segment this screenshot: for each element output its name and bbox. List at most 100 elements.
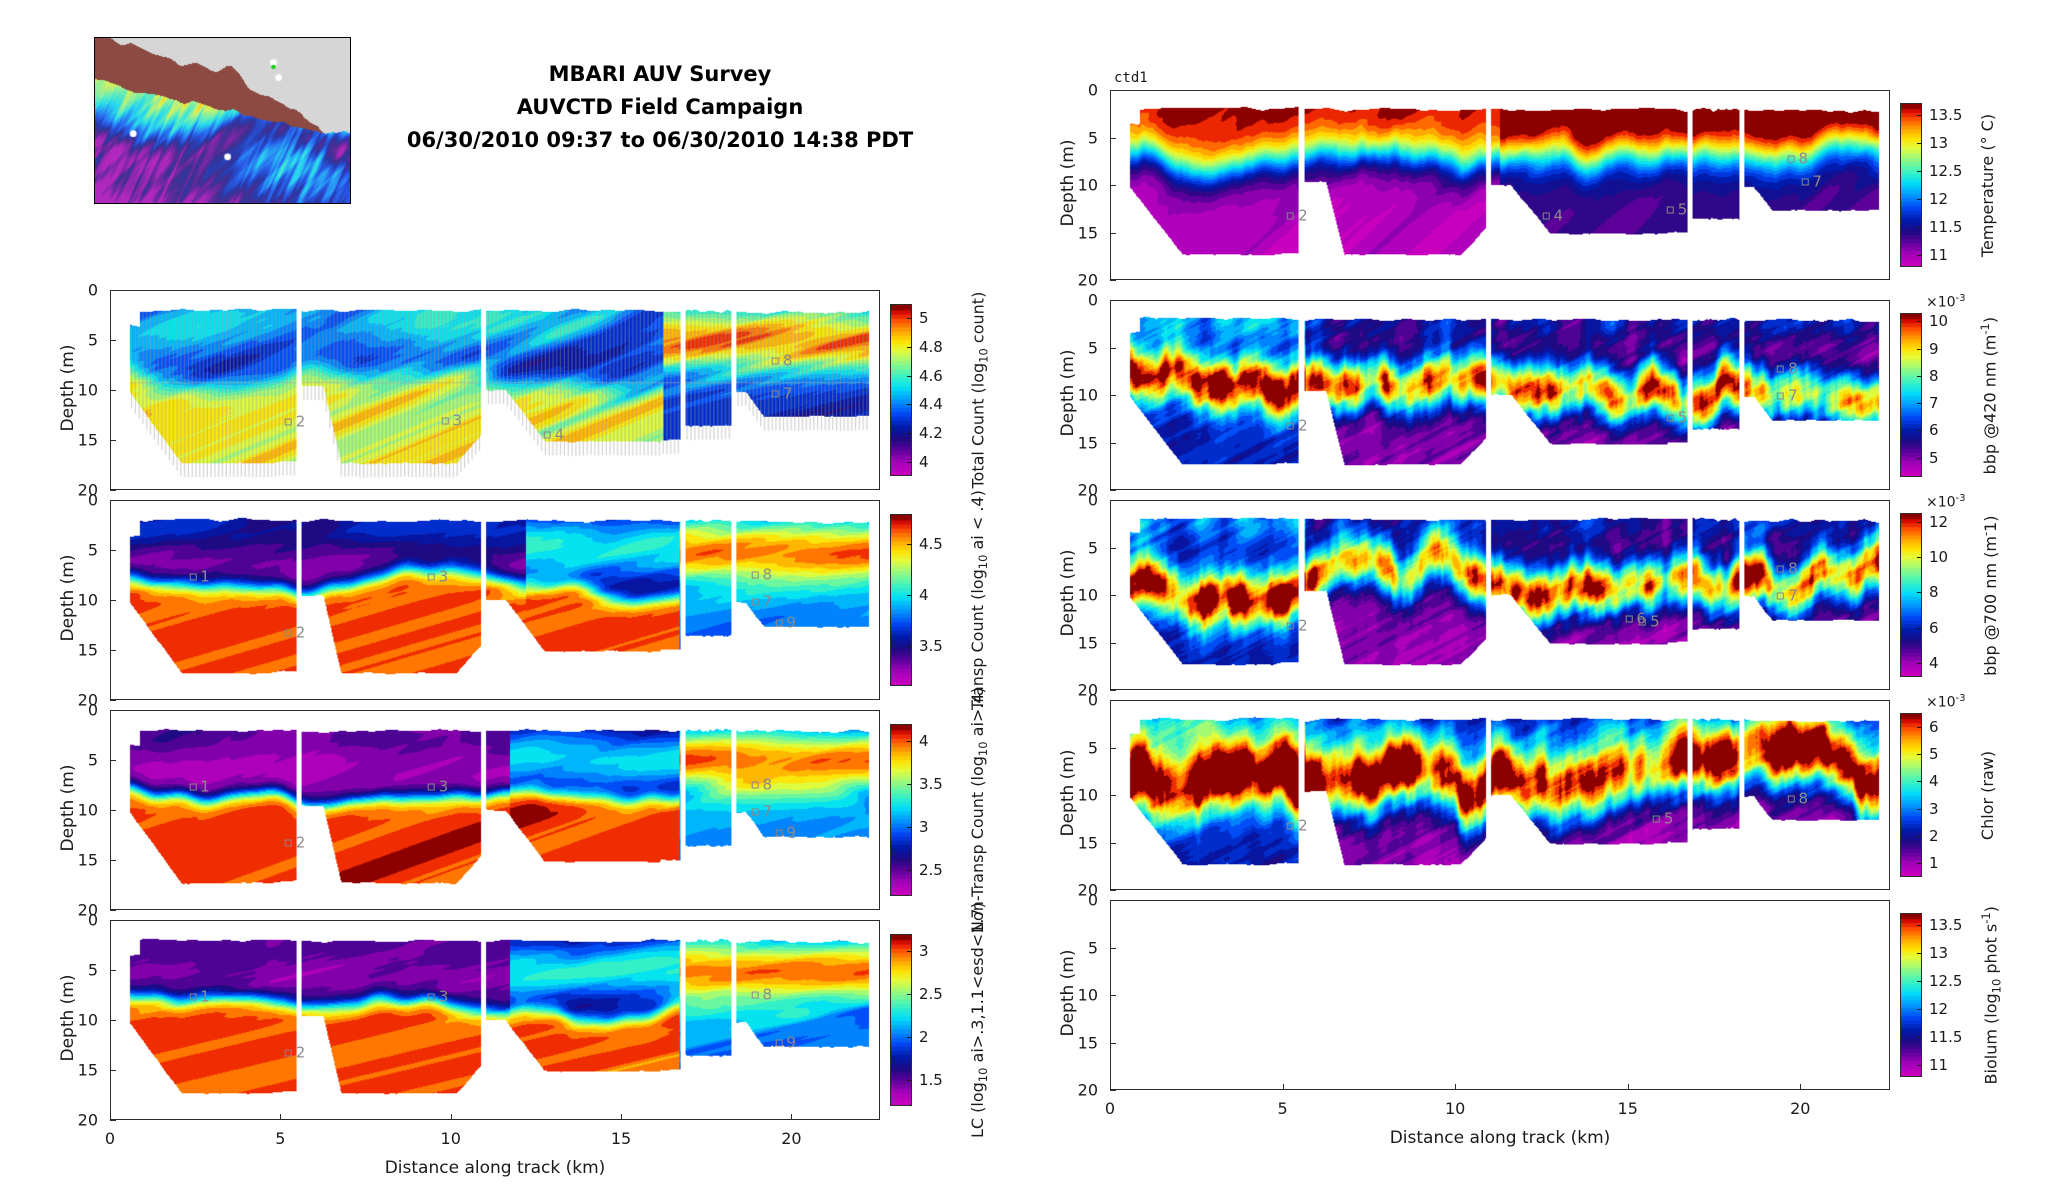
y-tick-label: 15 bbox=[1077, 633, 1098, 652]
colorbar-axis-label: Biolum (log10 phot s-1) bbox=[1978, 905, 2003, 1084]
colorbar-tick-label: 2.5 bbox=[919, 985, 943, 1004]
colorbar-tick-label: 3 bbox=[1929, 799, 1939, 818]
y-tick-mark bbox=[110, 910, 116, 911]
y-tick-mark bbox=[1110, 1042, 1116, 1044]
colorbar-tick-mark bbox=[907, 404, 912, 406]
y-tick-label: 15 bbox=[1077, 1033, 1098, 1052]
y-tick-label: 20 bbox=[1077, 680, 1098, 700]
colorbar-tick-label: 4.5 bbox=[919, 535, 943, 554]
colorbar-gradient bbox=[890, 724, 912, 896]
x-tick-label: 10 bbox=[1444, 1099, 1466, 1118]
colorbar-tick-mark bbox=[1917, 980, 1922, 982]
y-tick-mark bbox=[110, 600, 116, 601]
x-tick-label: 20 bbox=[1790, 1099, 1811, 1118]
x-tick-label: 15 bbox=[1617, 1099, 1638, 1118]
colorbar-tick-label: 7 bbox=[1929, 394, 1939, 413]
y-tick-mark bbox=[1110, 547, 1116, 549]
colorbar-tick-mark bbox=[1917, 348, 1922, 350]
colorbar-tick-mark bbox=[1917, 114, 1922, 116]
colorbar-tick-mark bbox=[907, 544, 912, 546]
y-tick-label: 0 bbox=[1087, 80, 1098, 100]
y-tick-mark bbox=[110, 340, 116, 341]
colorbar-axis-label: LC (log10 ai>.3,1.1<esd<1.7) bbox=[967, 902, 991, 1139]
colorbar-tick-label: 10 bbox=[1929, 548, 1949, 567]
y-tick-label: 20 bbox=[1077, 880, 1098, 900]
x-tick-label: 20 bbox=[781, 1129, 802, 1148]
colorbar-tick-mark bbox=[1917, 924, 1922, 926]
y-tick-mark bbox=[110, 760, 116, 761]
y-tick-mark bbox=[1110, 690, 1116, 691]
colorbar-tick-label: 5 bbox=[919, 309, 929, 328]
colorbar-tick-label: 3.5 bbox=[919, 775, 943, 794]
colorbar-tick-mark bbox=[1917, 592, 1922, 594]
y-tick-label: 10 bbox=[1077, 385, 1098, 405]
y-axis-label: Depth (m) bbox=[58, 764, 78, 852]
y-tick-mark bbox=[1110, 90, 1116, 91]
y-tick-label: 5 bbox=[1087, 538, 1098, 557]
colorbar-tick-label: 8 bbox=[1929, 366, 1939, 385]
y-tick-label: 20 bbox=[1077, 270, 1098, 290]
colorbar-tick-label: 4 bbox=[919, 452, 929, 471]
x-axis-label-right: Distance along track (km) bbox=[1389, 1128, 1611, 1148]
colorbar-axis-label: Chlor (raw) bbox=[1978, 750, 1998, 840]
y-tick-mark bbox=[1110, 995, 1116, 996]
colorbar-tick-label: 3.5 bbox=[919, 636, 943, 655]
x-tick-label: 0 bbox=[1104, 1099, 1116, 1118]
y-tick-mark bbox=[110, 1070, 116, 1071]
y-tick-label: 0 bbox=[1087, 890, 1098, 910]
y-tick-mark bbox=[110, 920, 116, 921]
y-tick-mark bbox=[1110, 947, 1116, 949]
colorbar-tick-mark bbox=[1917, 835, 1922, 837]
colorbar-tick-mark bbox=[907, 347, 912, 348]
y-axis-label: Depth (m) bbox=[1058, 749, 1078, 837]
colorbar-tick-label: 10 bbox=[1929, 312, 1949, 331]
colorbar-tick-mark bbox=[1917, 1065, 1922, 1067]
colorbar-tick-label: 4 bbox=[1929, 653, 1939, 672]
y-tick-mark bbox=[1110, 642, 1116, 644]
y-tick-mark bbox=[1110, 137, 1116, 139]
colorbar-chlor bbox=[1900, 713, 1922, 877]
colorbar-tick-mark bbox=[1917, 1009, 1922, 1011]
y-tick-label: 15 bbox=[1077, 433, 1098, 452]
colorbar-tick-label: 8 bbox=[1929, 583, 1939, 602]
y-tick-label: 10 bbox=[1077, 785, 1098, 805]
x-tick-mark bbox=[1627, 1084, 1629, 1090]
colorbar-gradient bbox=[1900, 313, 1922, 477]
colorbar-tick-mark bbox=[907, 1037, 912, 1039]
map-inset bbox=[94, 37, 351, 204]
y-tick-mark bbox=[1110, 842, 1116, 844]
colorbar-bbp700 bbox=[1900, 513, 1922, 677]
colorbar-tick-label: 4 bbox=[919, 585, 929, 604]
title-line-2: AUVCTD Field Campaign bbox=[516, 95, 804, 119]
y-tick-label: 20 bbox=[1077, 480, 1098, 500]
y-axis-label: Depth (m) bbox=[1058, 349, 1078, 437]
colorbar-tick-label: 5 bbox=[1929, 745, 1939, 764]
y-tick-mark bbox=[110, 650, 116, 651]
y-tick-label: 15 bbox=[1077, 833, 1098, 852]
colorbar-tick-label: 3 bbox=[919, 942, 929, 961]
colorbar-axis-label: Non-Transp Count (log10 ai>.4) bbox=[967, 687, 991, 934]
y-axis-label: Depth (m) bbox=[58, 974, 78, 1062]
heatmap-non-transp-count bbox=[111, 711, 879, 909]
y-tick-label: 10 bbox=[77, 1010, 98, 1030]
y-tick-label: 0 bbox=[87, 700, 98, 720]
y-tick-mark bbox=[1110, 700, 1116, 701]
colorbar-tick-mark bbox=[907, 433, 912, 434]
colorbar-tick-label: 12.5 bbox=[1929, 971, 1963, 990]
colorbar-tick-mark bbox=[1917, 808, 1922, 810]
colorbar-tick-label: 13 bbox=[1929, 943, 1949, 962]
y-tick-mark bbox=[110, 970, 116, 971]
colorbar-tick-mark bbox=[907, 741, 912, 743]
y-tick-mark bbox=[1110, 280, 1116, 281]
y-tick-label: 15 bbox=[77, 430, 98, 450]
colorbar-tick-mark bbox=[1917, 375, 1922, 377]
colorbar-tick-mark bbox=[907, 318, 912, 320]
colorbar-tick-label: 1.5 bbox=[919, 1071, 943, 1090]
y-tick-mark bbox=[1110, 395, 1116, 396]
x-tick-mark bbox=[621, 1114, 623, 1120]
title-line-1: MBARI AUV Survey bbox=[548, 62, 772, 86]
y-tick-label: 20 bbox=[77, 480, 98, 500]
colorbar-gradient bbox=[1900, 713, 1922, 877]
